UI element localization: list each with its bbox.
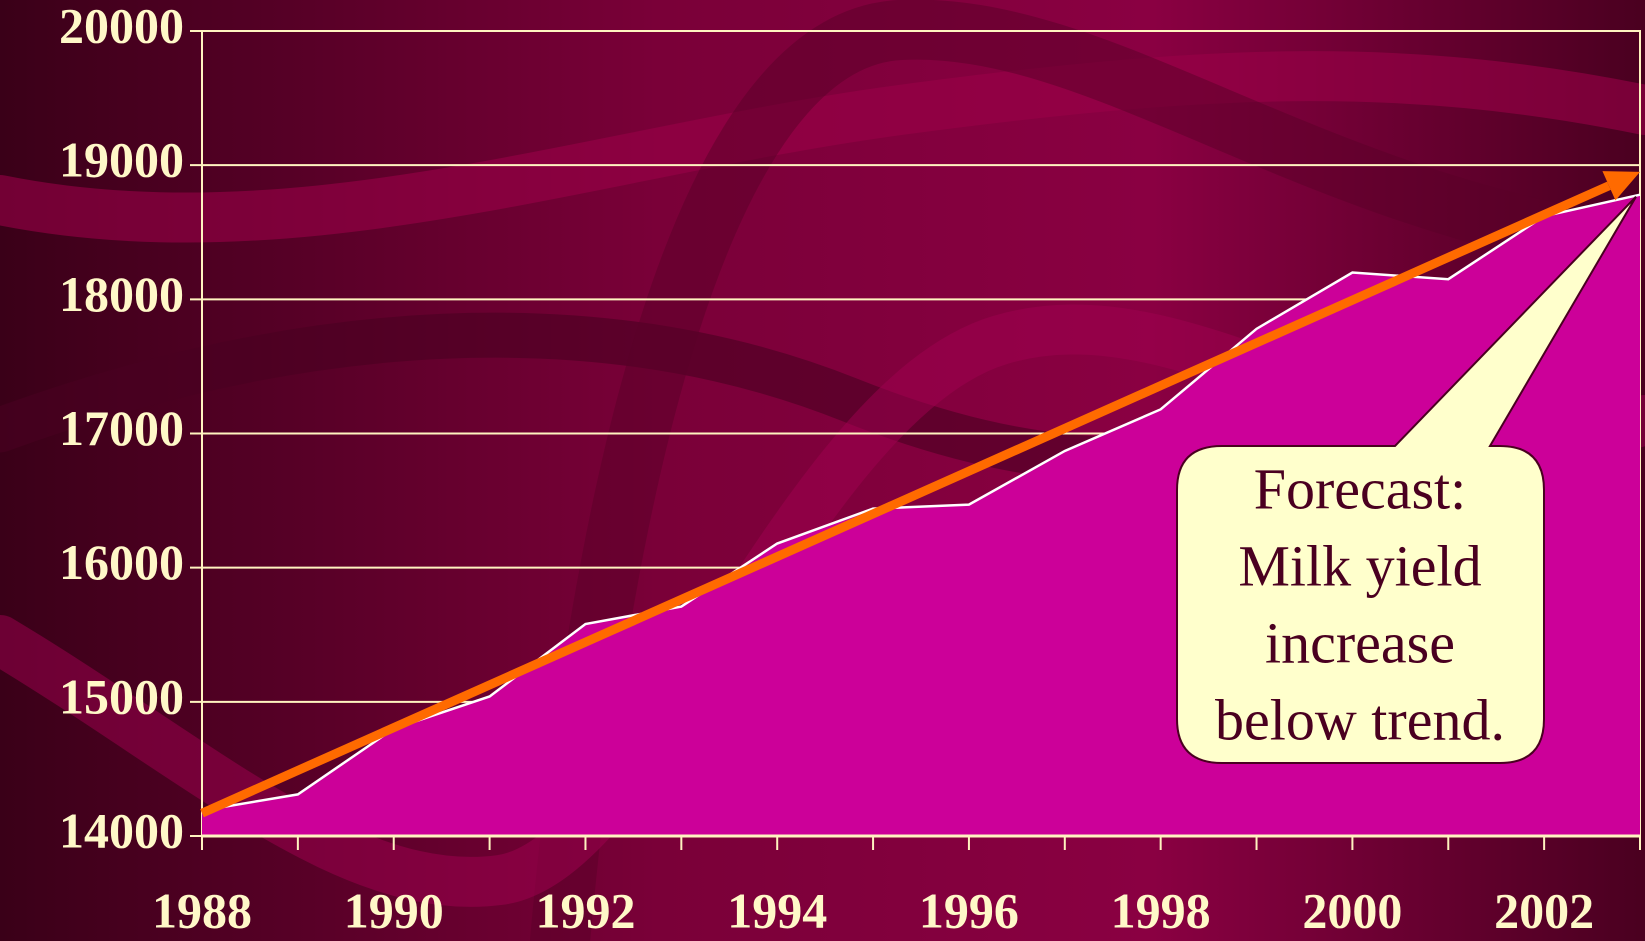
callout bbox=[1176, 195, 1637, 764]
y-tick-label: 15000 bbox=[59, 668, 184, 724]
y-tick-label: 18000 bbox=[59, 266, 184, 322]
x-tick-label: 1988 bbox=[152, 882, 252, 938]
annotation-text: Forecast: bbox=[1254, 456, 1467, 521]
y-tick-label: 17000 bbox=[59, 400, 184, 456]
x-tick-label: 1992 bbox=[535, 882, 635, 938]
x-tick-label: 2000 bbox=[1302, 882, 1402, 938]
x-tick-label: 1994 bbox=[727, 882, 827, 938]
x-tick-label: 1996 bbox=[919, 882, 1019, 938]
trend-arrowhead bbox=[1602, 171, 1640, 201]
x-tick-label: 1998 bbox=[1111, 882, 1211, 938]
y-tick-label: 20000 bbox=[59, 0, 184, 53]
x-tick-label: 2002 bbox=[1494, 882, 1594, 938]
y-tick-label: 14000 bbox=[59, 802, 184, 858]
annotation-text: Milk yield bbox=[1238, 533, 1481, 598]
annotation-text: below trend. bbox=[1215, 687, 1505, 752]
y-tick-label: 19000 bbox=[59, 132, 184, 188]
y-tick-label: 16000 bbox=[59, 534, 184, 590]
trend-line bbox=[200, 181, 1611, 818]
x-tick-label: 1990 bbox=[344, 882, 444, 938]
annotation-text: increase bbox=[1265, 610, 1455, 675]
